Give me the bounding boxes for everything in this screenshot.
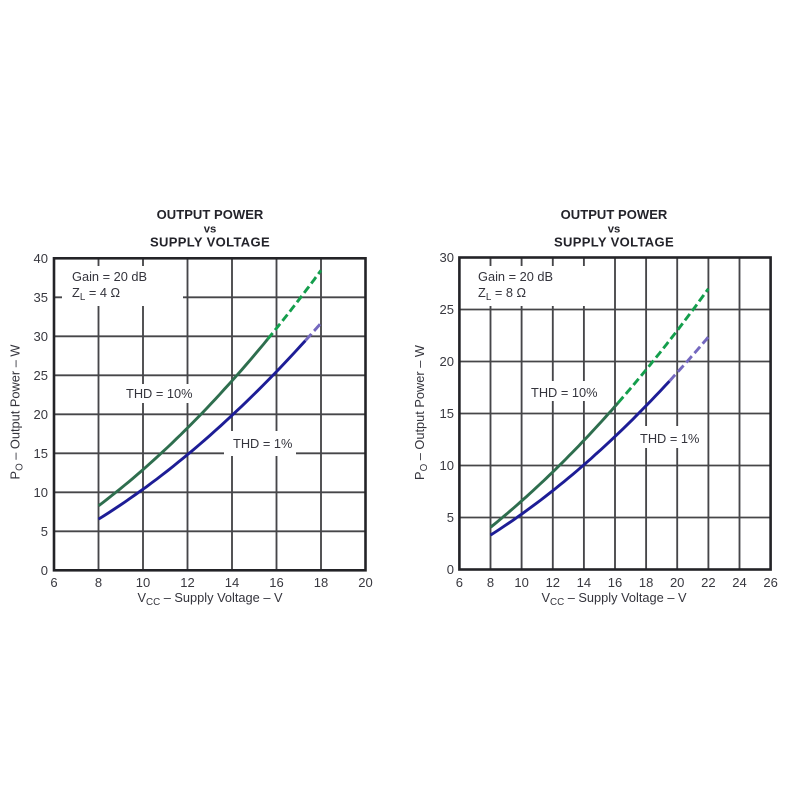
svg-text:10: 10 [136, 575, 150, 590]
svg-text:8: 8 [487, 575, 494, 590]
svg-text:PO – Output Power – W: PO – Output Power – W [8, 344, 26, 480]
svg-text:20: 20 [670, 575, 684, 590]
svg-text:THD = 1%: THD = 1% [640, 431, 699, 446]
svg-text:5: 5 [447, 510, 454, 525]
svg-text:40: 40 [34, 251, 48, 266]
svg-text:16: 16 [608, 575, 622, 590]
svg-text:25: 25 [440, 302, 454, 317]
svg-text:12: 12 [546, 575, 560, 590]
svg-text:OUTPUT POWER: OUTPUT POWER [561, 207, 668, 222]
svg-text:22: 22 [701, 575, 715, 590]
svg-text:10: 10 [440, 458, 454, 473]
svg-text:30: 30 [440, 250, 454, 265]
svg-text:30: 30 [34, 329, 48, 344]
svg-text:10: 10 [514, 575, 528, 590]
svg-text:THD = 1%: THD = 1% [233, 436, 292, 451]
svg-text:15: 15 [34, 446, 48, 461]
svg-text:14: 14 [225, 575, 239, 590]
svg-text:6: 6 [50, 575, 57, 590]
svg-text:SUPPLY VOLTAGE: SUPPLY VOLTAGE [150, 235, 270, 250]
svg-text:VCC – Supply Voltage – V: VCC – Supply Voltage – V [137, 590, 283, 608]
svg-text:THD = 10%: THD = 10% [531, 385, 598, 400]
svg-text:20: 20 [440, 354, 454, 369]
svg-text:12: 12 [180, 575, 194, 590]
svg-text:Gain = 20 dB: Gain = 20 dB [72, 269, 147, 284]
svg-text:0: 0 [41, 563, 48, 578]
svg-text:35: 35 [34, 290, 48, 305]
svg-text:OUTPUT POWER: OUTPUT POWER [157, 207, 264, 222]
svg-text:24: 24 [732, 575, 746, 590]
svg-text:25: 25 [34, 368, 48, 383]
svg-text:26: 26 [763, 575, 777, 590]
svg-text:0: 0 [447, 562, 454, 577]
svg-text:VCC – Supply Voltage – V: VCC – Supply Voltage – V [541, 590, 687, 608]
svg-text:8: 8 [95, 575, 102, 590]
svg-text:14: 14 [577, 575, 591, 590]
svg-text:vs: vs [608, 224, 621, 236]
svg-text:THD = 10%: THD = 10% [126, 386, 193, 401]
svg-text:18: 18 [639, 575, 653, 590]
svg-text:vs: vs [204, 224, 217, 236]
svg-text:6: 6 [456, 575, 463, 590]
svg-text:10: 10 [34, 485, 48, 500]
svg-text:5: 5 [41, 524, 48, 539]
svg-text:15: 15 [440, 406, 454, 421]
svg-text:PO – Output Power – W: PO – Output Power – W [412, 344, 430, 480]
svg-text:20: 20 [34, 407, 48, 422]
svg-text:16: 16 [269, 575, 283, 590]
svg-text:SUPPLY VOLTAGE: SUPPLY VOLTAGE [554, 235, 674, 250]
svg-text:20: 20 [358, 575, 372, 590]
svg-text:18: 18 [314, 575, 328, 590]
svg-text:Gain = 20 dB: Gain = 20 dB [478, 269, 553, 284]
